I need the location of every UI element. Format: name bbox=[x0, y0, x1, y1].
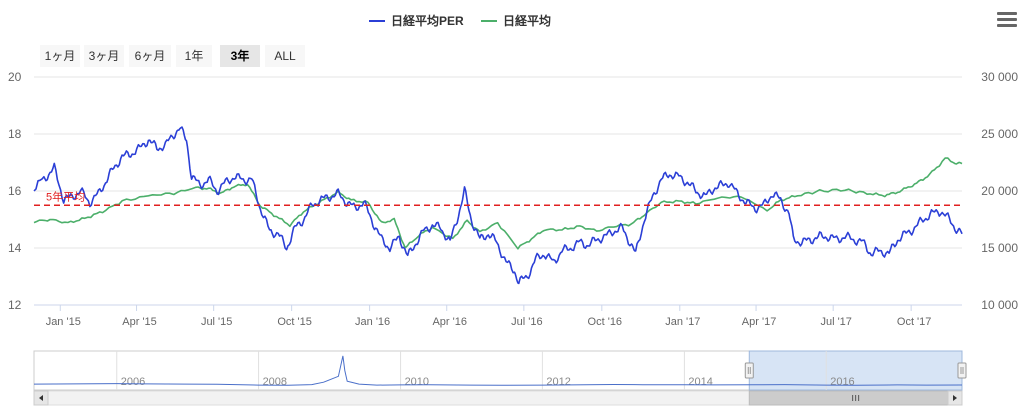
range-button[interactable]: 6ヶ月 bbox=[129, 45, 171, 67]
y-left-tick-label: 12 bbox=[8, 298, 22, 312]
x-tick-label: Jul '17 bbox=[820, 316, 851, 328]
y-axis-left: 12 14 16 18 20 bbox=[8, 70, 22, 312]
x-tick-label: Oct '16 bbox=[588, 316, 623, 328]
y-left-tick-label: 14 bbox=[8, 241, 22, 255]
y-left-tick-label: 16 bbox=[8, 184, 22, 198]
navigator-tick-label: 2016 bbox=[830, 376, 854, 388]
x-tick-label: Oct '17 bbox=[897, 316, 932, 328]
range-button[interactable]: ALL bbox=[265, 45, 305, 67]
navigator-series bbox=[33, 355, 963, 386]
range-button[interactable]: 1ヶ月 bbox=[40, 45, 80, 67]
x-tick-label: Jan '16 bbox=[355, 316, 390, 328]
navigator-tick-label: 2010 bbox=[405, 376, 429, 388]
x-tick-label: Jan '15 bbox=[46, 316, 81, 328]
y-axis-right: 10 000 15 000 20 000 25 000 30 000 bbox=[981, 70, 1018, 312]
x-tick-label: Jan '17 bbox=[665, 316, 700, 328]
range-button[interactable]: 3年 bbox=[220, 45, 260, 67]
y-left-tick-label: 18 bbox=[8, 127, 22, 141]
series-line-per[interactable] bbox=[33, 126, 963, 285]
navigator-tick-label: 2012 bbox=[546, 376, 570, 388]
navigator[interactable]: 2006 2008 2010 2012 2014 2016 bbox=[33, 350, 967, 406]
series-line-nikkei[interactable] bbox=[33, 157, 963, 250]
x-tick-label: Apr '17 bbox=[742, 316, 777, 328]
x-tick-label: Apr '15 bbox=[122, 316, 157, 328]
legend-line-per bbox=[369, 20, 385, 22]
scroll-right-arrow-icon bbox=[953, 395, 957, 401]
x-tick-label: Apr '16 bbox=[432, 316, 467, 328]
y-right-tick-label: 15 000 bbox=[981, 241, 1018, 255]
range-button[interactable]: 3ヶ月 bbox=[84, 45, 124, 67]
plot-line: 5年平均 bbox=[34, 189, 962, 206]
navigator-handle-right[interactable] bbox=[957, 362, 967, 379]
x-tick-label: Oct '15 bbox=[277, 316, 312, 328]
plot-line-label: 5年平均 bbox=[46, 189, 85, 203]
navigator-tick-label: 2006 bbox=[121, 376, 145, 388]
scroll-left-arrow-icon bbox=[39, 395, 43, 401]
series-lines bbox=[33, 126, 963, 285]
hamburger-menu-icon[interactable] bbox=[997, 12, 1017, 28]
x-axis: Jan '15 Apr '15 Jul '15 Oct '15 Jan '16 Apr '… bbox=[46, 305, 932, 328]
navigator-selected-range[interactable] bbox=[748, 350, 963, 391]
navigator-tick-label: 2008 bbox=[263, 376, 287, 388]
gridlines bbox=[34, 76, 962, 306]
y-right-tick-label: 25 000 bbox=[981, 127, 1018, 141]
legend-label-nikkei: 日経平均 bbox=[503, 14, 552, 28]
navigator-handle-left[interactable] bbox=[744, 362, 754, 379]
range-button[interactable]: 1年 bbox=[176, 45, 212, 67]
y-right-tick-label: 10 000 bbox=[981, 298, 1018, 312]
y-right-tick-label: 30 000 bbox=[981, 70, 1018, 84]
navigator-tick-label: 2014 bbox=[688, 376, 712, 388]
legend-line-nikkei bbox=[481, 20, 497, 22]
y-right-tick-label: 20 000 bbox=[981, 184, 1018, 198]
x-tick-label: Jul '16 bbox=[511, 316, 542, 328]
legend-label-per: 日経平均PER bbox=[391, 14, 464, 28]
y-left-tick-label: 20 bbox=[8, 70, 22, 84]
x-tick-label: Jul '15 bbox=[201, 316, 232, 328]
